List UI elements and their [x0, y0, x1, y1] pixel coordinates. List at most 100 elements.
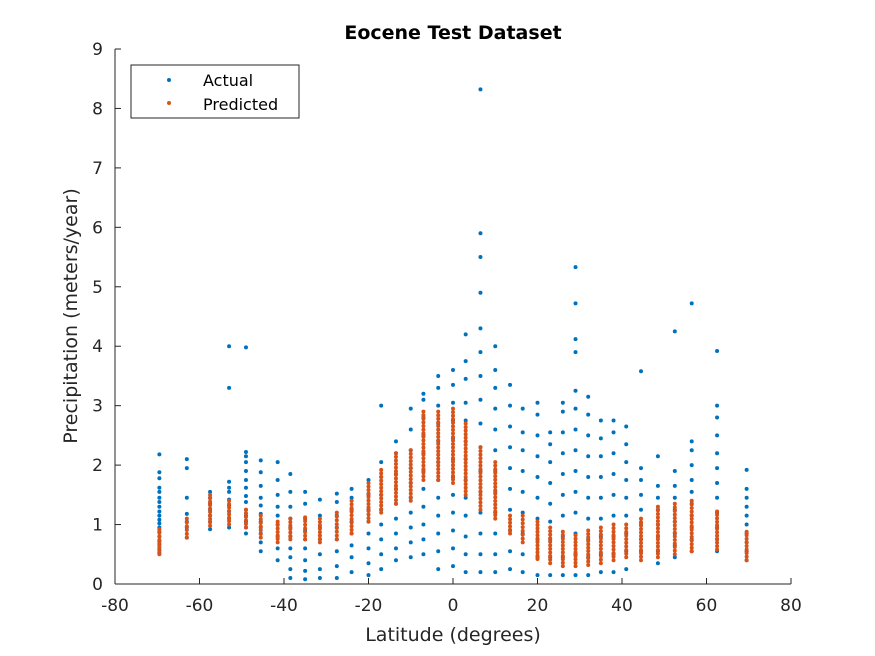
point-predicted: [508, 517, 513, 522]
point-actual: [573, 406, 578, 411]
point-predicted: [520, 532, 525, 537]
point-predicted: [672, 541, 677, 546]
point-actual: [715, 348, 720, 353]
point-predicted: [408, 473, 413, 478]
point-actual: [258, 458, 263, 463]
point-predicted: [436, 470, 441, 475]
point-predicted: [744, 558, 749, 563]
point-predicted: [275, 529, 280, 534]
point-predicted: [436, 413, 441, 418]
point-predicted: [478, 448, 483, 453]
point-predicted: [451, 420, 455, 425]
point-actual: [421, 486, 426, 491]
point-actual: [672, 329, 677, 334]
point-predicted: [639, 551, 644, 556]
point-actual: [317, 552, 322, 557]
point-predicted: [451, 477, 455, 482]
point-actual: [379, 460, 384, 465]
point-predicted: [421, 470, 426, 475]
point-predicted: [639, 554, 644, 559]
point-actual: [598, 418, 603, 423]
point-actual: [303, 501, 308, 506]
point-predicted: [535, 553, 540, 558]
point-actual: [548, 442, 553, 447]
point-predicted: [451, 427, 455, 432]
point-actual: [611, 570, 616, 575]
point-predicted: [478, 452, 483, 457]
point-predicted: [408, 451, 413, 456]
point-predicted: [598, 550, 603, 555]
point-predicted: [689, 505, 694, 510]
point-actual: [275, 477, 280, 482]
point-actual: [624, 460, 629, 465]
point-actual: [303, 546, 308, 551]
point-predicted: [548, 557, 553, 562]
point-predicted: [208, 513, 213, 518]
point-predicted: [436, 467, 441, 472]
point-actual: [548, 501, 553, 506]
point-predicted: [689, 542, 694, 547]
point-predicted: [227, 515, 232, 520]
point-predicted: [436, 427, 441, 432]
point-actual: [535, 516, 540, 521]
point-actual: [478, 397, 483, 402]
point-actual: [227, 489, 232, 494]
point-predicted: [689, 524, 694, 529]
point-predicted: [639, 516, 644, 521]
point-actual: [624, 477, 629, 482]
point-predicted: [421, 416, 426, 421]
point-predicted: [624, 533, 629, 538]
point-predicted: [493, 467, 498, 472]
point-predicted: [478, 500, 483, 505]
point-actual: [493, 344, 498, 349]
point-actual: [715, 451, 720, 456]
point-actual: [478, 350, 483, 355]
point-predicted: [598, 539, 603, 544]
point-actual: [208, 489, 213, 494]
point-predicted: [478, 478, 483, 483]
point-actual: [611, 451, 616, 456]
point-actual: [478, 373, 483, 378]
point-predicted: [672, 516, 677, 521]
point-predicted: [573, 553, 578, 558]
point-actual: [243, 485, 248, 490]
point-predicted: [535, 540, 540, 545]
point-actual: [421, 537, 426, 542]
point-predicted: [243, 525, 248, 530]
point-predicted: [436, 456, 441, 461]
point-predicted: [493, 498, 498, 503]
point-predicted: [689, 545, 694, 550]
point-predicted: [303, 519, 308, 524]
point-predicted: [451, 470, 455, 475]
point-actual: [243, 494, 248, 499]
point-actual: [463, 552, 468, 557]
point-predicted: [408, 469, 413, 474]
point-actual: [243, 477, 248, 482]
point-predicted: [586, 562, 591, 567]
point-predicted: [535, 529, 540, 534]
point-predicted: [573, 564, 578, 569]
point-predicted: [655, 519, 660, 524]
point-actual: [508, 549, 513, 554]
point-actual: [258, 483, 263, 488]
point-actual: [463, 534, 468, 539]
point-actual: [520, 570, 525, 575]
point-predicted: [227, 522, 232, 527]
point-predicted: [258, 520, 263, 525]
point-predicted: [366, 498, 371, 503]
point-predicted: [366, 480, 371, 485]
point-predicted: [408, 459, 413, 464]
point-predicted: [463, 464, 468, 469]
point-predicted: [715, 516, 720, 521]
point-predicted: [379, 510, 384, 515]
point-actual: [493, 552, 498, 557]
point-predicted: [366, 487, 371, 492]
point-actual: [493, 427, 498, 432]
y-tick-label: 9: [92, 40, 103, 60]
point-actual: [334, 564, 339, 569]
point-predicted: [421, 449, 426, 454]
point-actual: [586, 412, 591, 417]
point-predicted: [478, 507, 483, 512]
point-predicted: [451, 431, 455, 436]
